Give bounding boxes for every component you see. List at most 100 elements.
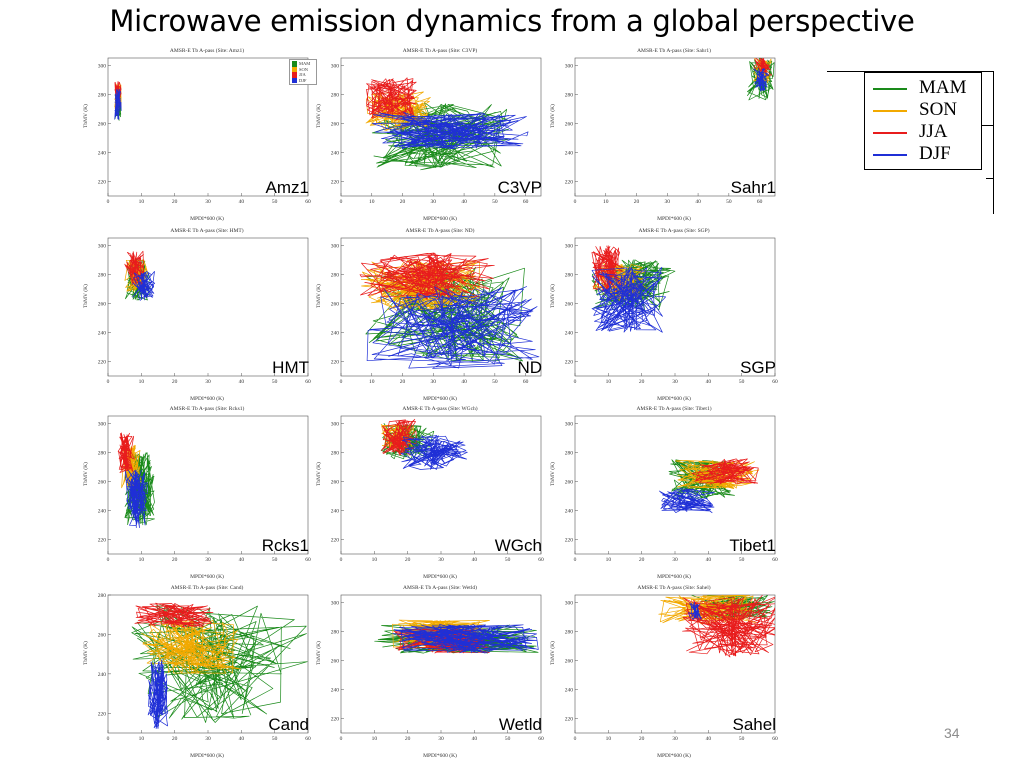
y-tick-label: 240 — [98, 508, 107, 514]
x-tick-label: 10 — [603, 199, 609, 205]
y-tick-label: 260 — [565, 121, 574, 127]
x-tick-label: 0 — [107, 379, 110, 385]
series-jja — [682, 595, 775, 658]
x-axis-label: MPDI*600 (K) — [657, 216, 691, 222]
panel-title: AMSR-E Tb A-pass (Site: Amz1) — [169, 48, 245, 54]
series-djf — [114, 88, 122, 120]
y-tick-label: 260 — [98, 121, 107, 127]
legend-swatch-jja — [873, 132, 907, 134]
panel-title: AMSR-E Tb A-pass (Site: Wetld) — [403, 585, 477, 591]
panel-title: AMSR-E Tb A-pass (Site: ND) — [405, 228, 475, 234]
x-tick-label: 10 — [139, 199, 145, 205]
legend-swatch-mam — [873, 88, 907, 90]
y-tick-label: 240 — [98, 150, 107, 156]
x-tick-label: 50 — [272, 379, 278, 385]
plot-frame — [340, 237, 542, 377]
x-tick-label: 30 — [431, 379, 437, 385]
y-tick-label: 240 — [565, 330, 574, 336]
y-tick-label: 300 — [565, 63, 574, 69]
legend-row-son: SON — [873, 99, 981, 121]
x-axis-label: MPDI*600 (K) — [657, 753, 691, 759]
panel-title: AMSR-E Tb A-pass (Site: WGch) — [402, 406, 478, 412]
legend-frame-top — [827, 71, 994, 72]
panel-plot: 0 10 20 30 40 50 60 220 240 260 280 — [98, 593, 311, 742]
panel-title: AMSR-E Tb A-pass (Site: Cand) — [170, 585, 244, 591]
x-tick-label: 40 — [461, 199, 467, 205]
x-tick-label: 60 — [772, 379, 778, 385]
x-tick-label: 30 — [431, 199, 437, 205]
y-tick-label: 300 — [98, 243, 107, 249]
y-tick-label: 220 — [98, 711, 107, 717]
y-tick-label: 240 — [98, 672, 107, 678]
x-tick-label: 40 — [695, 199, 701, 205]
x-tick-label: 20 — [400, 379, 406, 385]
series-jja — [753, 58, 773, 76]
x-tick-label: 20 — [172, 199, 178, 205]
x-tick-label: 0 — [574, 736, 577, 742]
x-tick-label: 30 — [672, 557, 678, 563]
y-tick-label: 220 — [331, 537, 340, 543]
y-tick-label: 240 — [331, 508, 340, 514]
plot-frame — [340, 594, 542, 734]
x-tick-label: 0 — [340, 557, 343, 563]
series-jja — [124, 250, 145, 286]
x-tick-label: 60 — [538, 736, 544, 742]
panel-title: AMSR-E Tb A-pass (Site: SGP) — [638, 228, 710, 234]
x-tick-label: 0 — [340, 199, 343, 205]
chart-panel-amz1: AMSR-E Tb A-pass (Site: Amz1) 0 10 20 30 40 50… — [83, 48, 325, 226]
x-tick-label: 20 — [172, 557, 178, 563]
x-tick-label: 40 — [706, 557, 712, 563]
x-tick-label: 40 — [706, 379, 712, 385]
page-number: 34 — [944, 725, 960, 741]
x-tick-label: 50 — [739, 557, 745, 563]
y-tick-label: 300 — [565, 243, 574, 249]
y-tick-label: 280 — [98, 450, 107, 456]
x-axis-label: MPDI*600 (K) — [423, 216, 457, 222]
x-tick-label: 0 — [340, 379, 343, 385]
y-axis-label: TbMV (K) — [83, 104, 89, 128]
x-tick-label: 20 — [172, 379, 178, 385]
site-label: HMT — [272, 358, 309, 377]
chart-panel-nd: AMSR-E Tb A-pass (Site: ND) 0 10 20 30 40 50 60… — [316, 228, 558, 406]
x-tick-label: 20 — [400, 199, 406, 205]
x-tick-label: 30 — [205, 557, 211, 563]
x-tick-label: 40 — [239, 199, 245, 205]
x-tick-label: 20 — [405, 557, 411, 563]
x-tick-label: 40 — [706, 736, 712, 742]
x-tick-label: 40 — [461, 379, 467, 385]
x-tick-label: 40 — [472, 557, 478, 563]
y-tick-label: 220 — [98, 359, 107, 365]
series-djf — [591, 266, 667, 333]
y-tick-label: 260 — [565, 301, 574, 307]
x-tick-label: 20 — [639, 736, 645, 742]
plot-frame — [340, 57, 542, 197]
y-tick-label: 280 — [98, 593, 107, 599]
y-tick-label: 280 — [331, 92, 340, 98]
y-tick-label: 220 — [565, 716, 574, 722]
x-tick-label: 10 — [139, 557, 145, 563]
panel-title: AMSR-E Tb A-pass (Site: Rcks1) — [169, 406, 245, 412]
panel-plot: 0 10 20 30 40 50 60 220 240 260 280 300 — [565, 415, 778, 563]
plot-frame — [107, 237, 309, 377]
y-axis-label: TbMV (K) — [550, 462, 556, 486]
x-tick-label: 0 — [107, 557, 110, 563]
site-label: ND — [517, 358, 542, 377]
x-tick-label: 20 — [634, 199, 640, 205]
x-axis-label: MPDI*600 (K) — [190, 574, 224, 580]
y-tick-label: 220 — [565, 537, 574, 543]
site-label: C3VP — [497, 178, 542, 197]
x-tick-label: 50 — [505, 736, 511, 742]
site-label: Cand — [268, 715, 309, 734]
y-tick-label: 240 — [331, 150, 340, 156]
y-axis-label: TbMV (K) — [83, 462, 89, 486]
y-tick-label: 260 — [98, 479, 107, 485]
y-tick-label: 280 — [565, 629, 574, 635]
x-tick-label: 50 — [492, 199, 498, 205]
x-axis-label: MPDI*600 (K) — [657, 396, 691, 402]
x-axis-label: MPDI*600 (K) — [190, 753, 224, 759]
x-tick-label: 20 — [172, 736, 178, 742]
series-djf — [753, 68, 769, 92]
x-tick-label: 50 — [492, 379, 498, 385]
legend-frame-right — [993, 71, 994, 214]
series-djf — [132, 271, 156, 301]
